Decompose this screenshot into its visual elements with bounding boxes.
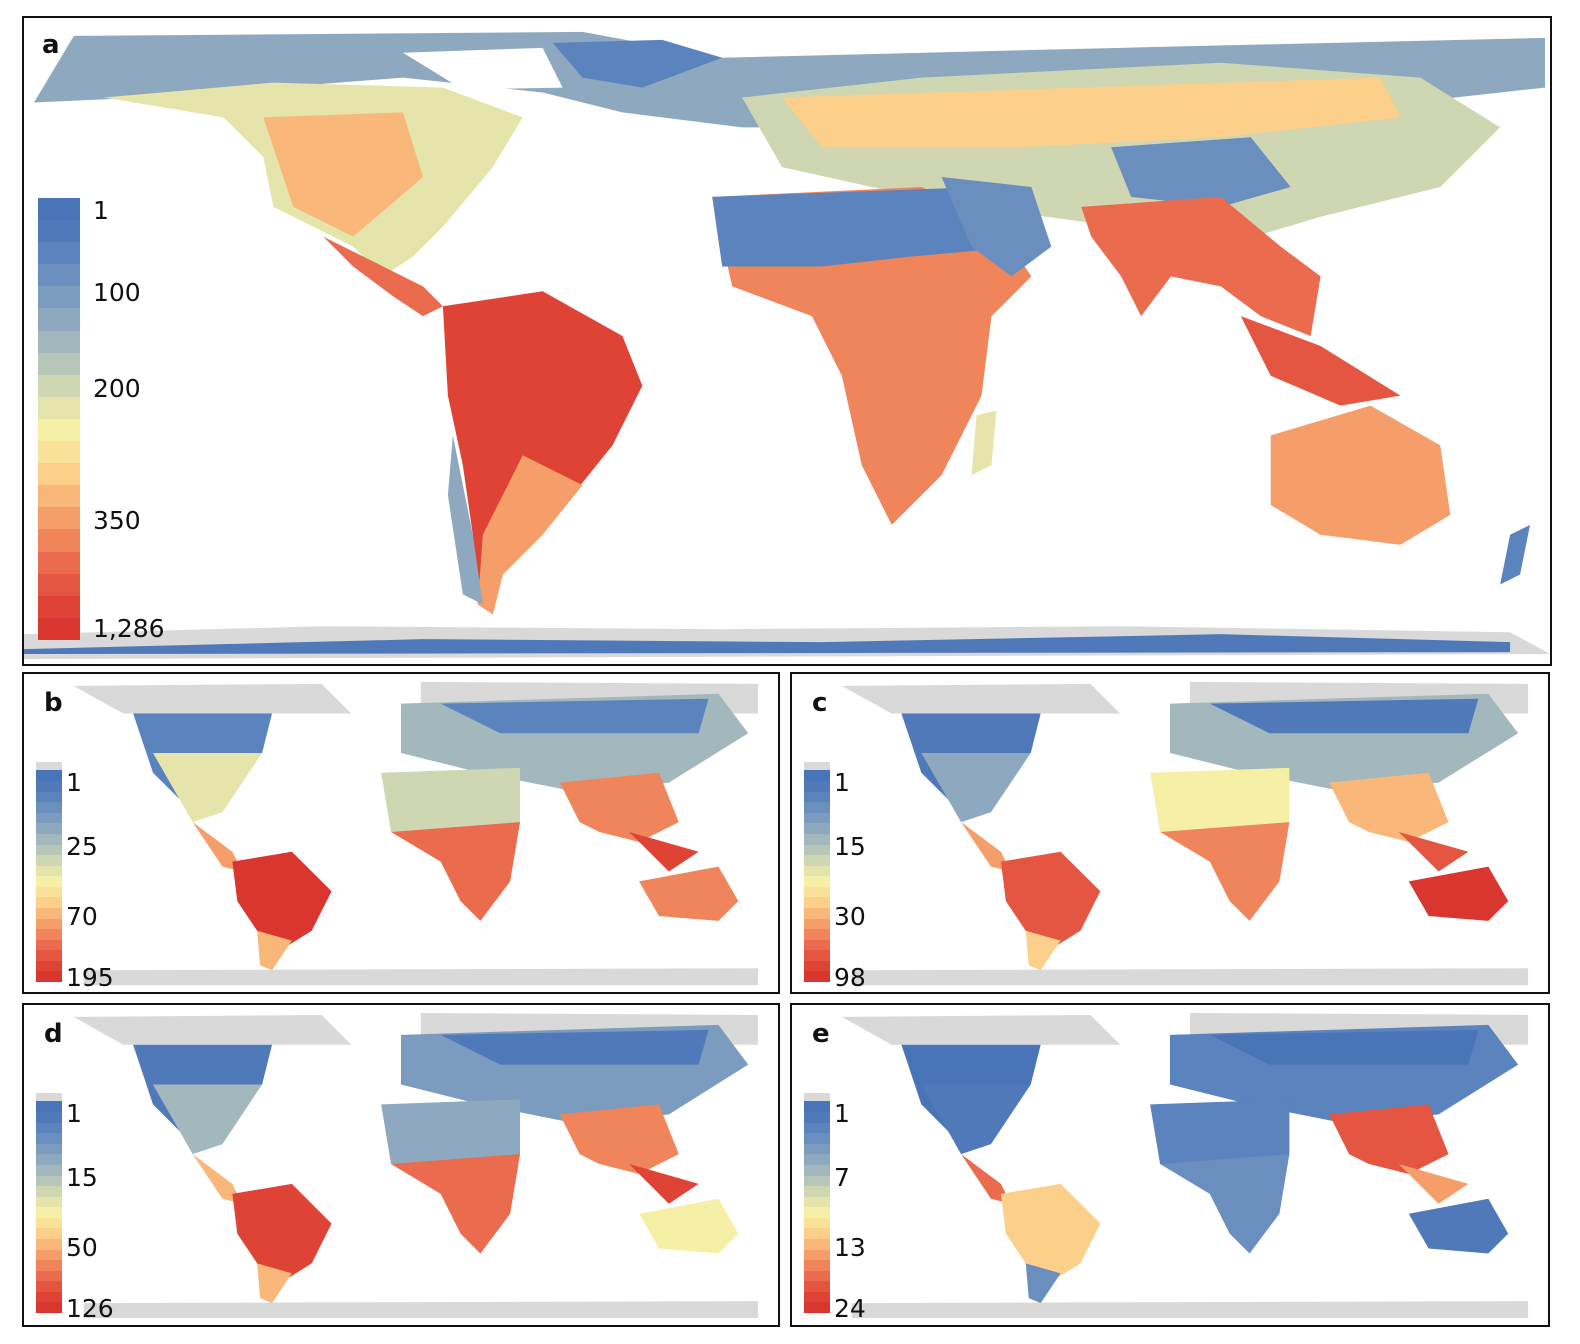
map-panel-c: c 1 15 30 98: [790, 672, 1550, 994]
panel-label-d: d: [44, 1019, 63, 1049]
world-map-a: [24, 31, 1550, 660]
color-legend-e: 1 7 13 24: [804, 1093, 944, 1323]
map-panel-d: d 1 15 50 126: [22, 1003, 780, 1327]
color-ramp-d: [36, 1093, 62, 1314]
color-ramp-a: [38, 198, 80, 640]
map-panel-a: a 1 100 200 350 1,286: [22, 16, 1552, 666]
color-legend-a: 1 100 200 350 1,286: [38, 196, 198, 643]
legend-tick-a-3: 200: [93, 374, 141, 403]
legend-tick-e-3: 13: [834, 1233, 866, 1262]
world-map: [73, 681, 759, 986]
legend-tick-d-2: 15: [66, 1163, 98, 1192]
color-legend-c: 1 15 30 98: [804, 762, 944, 992]
map-panel-e: e 1 7 13 24: [790, 1003, 1550, 1327]
legend-tick-c-2: 15: [834, 832, 866, 861]
legend-tick-c-3: 30: [834, 902, 866, 931]
legend-tick-c-1: 1: [834, 768, 850, 797]
color-ramp-c: [804, 762, 830, 983]
color-ramp-e: [804, 1093, 830, 1314]
legend-tick-a-5: 1,286: [93, 614, 165, 643]
legend-tick-d-3: 50: [66, 1233, 98, 1262]
legend-tick-d-1: 1: [66, 1099, 82, 1128]
legend-tick-b-2: 25: [66, 832, 98, 861]
panel-label-b: b: [44, 688, 63, 718]
world-map: [841, 1012, 1529, 1319]
world-map: [841, 681, 1529, 986]
legend-tick-e-1: 1: [834, 1099, 850, 1128]
legend-tick-e-2: 7: [834, 1163, 850, 1192]
world-map: [73, 1012, 759, 1319]
panel-label-c: c: [812, 688, 828, 718]
legend-tick-d-4: 126: [66, 1294, 114, 1323]
legend-tick-a-1: 1: [93, 196, 109, 225]
legend-tick-a-2: 100: [93, 278, 141, 307]
legend-tick-b-4: 195: [66, 963, 114, 992]
map-panel-b: b 1 25 70 195: [22, 672, 780, 994]
legend-tick-a-4: 350: [93, 506, 141, 535]
panel-label-e: e: [812, 1019, 830, 1049]
legend-tick-b-1: 1: [66, 768, 82, 797]
color-legend-b: 1 25 70 195: [36, 762, 176, 992]
legend-tick-b-3: 70: [66, 902, 98, 931]
legend-tick-c-4: 98: [834, 963, 866, 992]
color-ramp-b: [36, 762, 62, 983]
color-legend-d: 1 15 50 126: [36, 1093, 176, 1323]
legend-tick-e-4: 24: [834, 1294, 866, 1323]
panel-label-a: a: [42, 30, 60, 60]
